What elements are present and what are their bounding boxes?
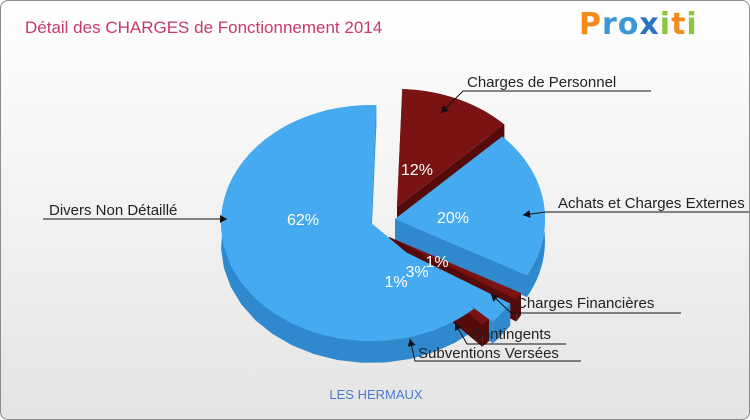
slice-category-label: Contingents [471, 326, 551, 343]
leader-line [490, 293, 681, 314]
slice-percent-label: 3% [405, 264, 428, 281]
leader-line [440, 90, 651, 114]
leader-arrow [407, 339, 416, 347]
slice-category-label: Divers Non Détaillé [49, 202, 177, 219]
slice-category-label: Charges Financières [516, 295, 654, 312]
slice-percent-label: 1% [425, 254, 448, 271]
leader-line [522, 211, 749, 216]
pie-slice-2 [395, 136, 545, 276]
slice-percent-label: 62% [287, 212, 319, 229]
slice-percent-label: 20% [437, 210, 469, 227]
commune-name: LES HERMAUX [329, 387, 423, 402]
proxiti-logo: Proxiti [579, 7, 698, 42]
slice-percent-label: 12% [401, 162, 433, 179]
leader-line [409, 338, 581, 362]
leader-arrow [441, 105, 449, 113]
leader-arrow [491, 294, 499, 302]
leader-arrow [523, 210, 531, 219]
slice-category-label: Charges de Personnel [467, 74, 616, 91]
leader-arrow [220, 215, 227, 223]
slice-category-label: Achats et Charges Externes [558, 195, 745, 212]
chart-title: Détail des CHARGES de Fonctionnement 201… [25, 18, 383, 37]
pie-slice-6 [221, 104, 475, 342]
slice-percent-label: 1% [384, 274, 407, 291]
pie-slice-1 [397, 89, 505, 207]
slice-category-label: Subventions Versées [418, 345, 559, 362]
pie-slice-wall [371, 105, 377, 245]
pie-slice-wall [395, 219, 527, 298]
pie-slice-side [221, 105, 475, 363]
leader-arrow [455, 323, 462, 332]
leader-line [454, 322, 566, 345]
pie-slice-3 [389, 237, 521, 300]
